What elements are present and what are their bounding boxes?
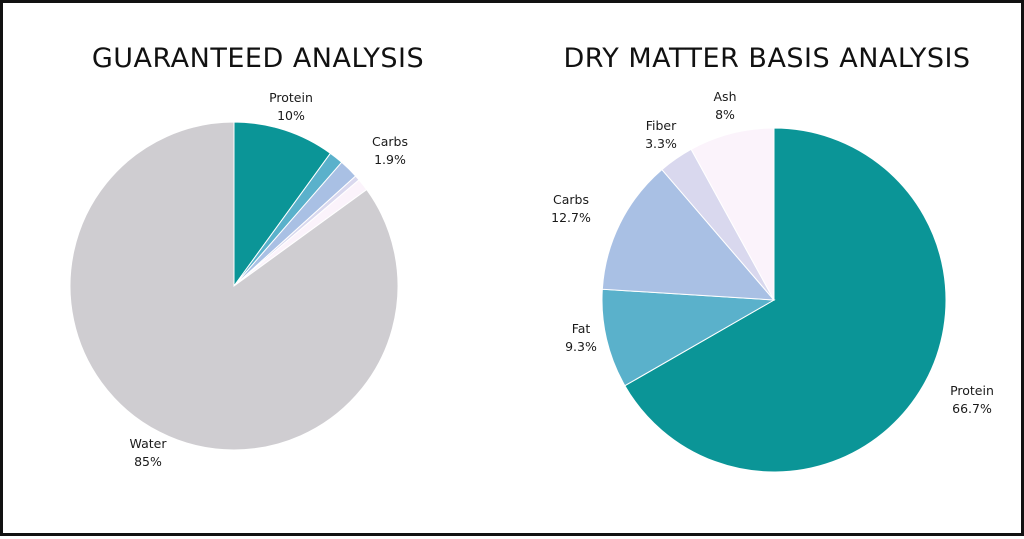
slice-label-value-carbs: 1.9% [374, 152, 406, 167]
slice-label-value-fat: 9.3% [565, 339, 597, 354]
pie-slice-ash [690, 127, 775, 301]
slice-label-name-fat: Fat [572, 321, 591, 336]
slice-label-water: Water 85% [130, 436, 168, 469]
dry-matter-labels: Protein 66.7% Fat 9.3% Carbs 12.7% Fiber 3.3% As… [551, 89, 994, 416]
slice-label-value-fiber: 3.3% [645, 136, 677, 151]
dry-matter-pie [601, 127, 947, 473]
chart-title-guaranteed: GUARANTEED ANALYSIS [92, 43, 424, 74]
slice-label-value-protein: 10% [277, 108, 305, 123]
slice-label-name-carbs: Carbs [372, 134, 408, 149]
slice-label-name-water: Water [130, 436, 168, 451]
pie-slice-fat [601, 288, 776, 387]
slice-label-name-fiber: Fiber [646, 118, 677, 133]
slice-label-carbs: Carbs 1.9% [372, 134, 408, 167]
guaranteed-pie [69, 121, 399, 451]
dry-matter-chart: DRY MATTER BASIS ANALYSIS Protein 66.7% Fa… [551, 43, 994, 473]
slice-label-name-ash: Ash [714, 89, 737, 104]
chart-title-dry-matter: DRY MATTER BASIS ANALYSIS [563, 43, 970, 74]
slice-label-fiber: Fiber 3.3% [645, 118, 677, 151]
pie-slice-water [69, 121, 399, 451]
slice-label-value-ash: 8% [715, 107, 735, 122]
slice-label-name-carbs: Carbs [553, 192, 589, 207]
guaranteed-analysis-chart: GUARANTEED ANALYSIS Protein 10% Carbs 1.9% W… [69, 43, 424, 469]
slice-label-name-protein: Protein [950, 383, 994, 398]
pie-slice-protein [233, 121, 332, 288]
slice-label-value-carbs: 12.7% [551, 210, 591, 225]
guaranteed-labels: Protein 10% Carbs 1.9% Water 85% [130, 90, 408, 469]
slice-label-value-water: 85% [134, 454, 162, 469]
slice-label-fat: Fat 9.3% [565, 321, 597, 354]
slice-label-protein: Protein 66.7% [950, 383, 994, 416]
slice-label-name-protein: Protein [269, 90, 313, 105]
pie-slice-carbs [601, 168, 776, 301]
slice-label-ash: Ash 8% [714, 89, 737, 122]
pie-charts: GUARANTEED ANALYSIS Protein 10% Carbs 1.9% W… [69, 43, 994, 473]
slice-label-carbs: Carbs 12.7% [551, 192, 591, 225]
slice-label-value-protein: 66.7% [952, 401, 992, 416]
pie-slice-protein [624, 127, 947, 473]
slice-label-protein: Protein 10% [269, 90, 313, 123]
